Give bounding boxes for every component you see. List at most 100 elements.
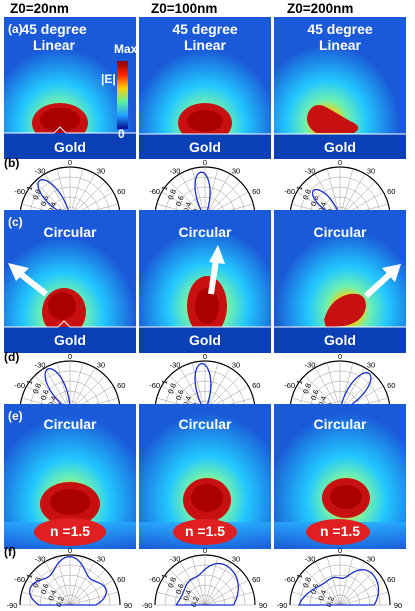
polar-tick-0: 0 [68, 158, 72, 167]
polar-radial-label: 0.8 [166, 188, 178, 201]
polar-tick-m30: -30 [170, 167, 181, 176]
polar-radial-label: 0.4 [181, 589, 193, 602]
substrate-label: n =1.5 [184, 523, 226, 539]
polar-tick-0: 0 [338, 546, 342, 555]
polar-tick-m60: -60 [14, 187, 25, 196]
polar-tick-60: 60 [117, 187, 125, 196]
polar-tick-30: 30 [232, 555, 240, 564]
polar-tick-60: 60 [117, 381, 125, 390]
polar-tick-90: 90 [124, 601, 132, 610]
colorbar-quantity-label: |E| [101, 72, 116, 86]
polarization-line2: Linear [318, 37, 361, 53]
radiation-pattern-curve [339, 372, 372, 413]
panel-label-b: (b) [4, 156, 20, 170]
polarization-label: Circular [313, 224, 367, 240]
column-header-z200: Z0=200nm [287, 1, 354, 16]
panel-label-e: (e) [8, 409, 23, 423]
polar-radial-label: 0.6 [39, 582, 51, 595]
column-header-z20: Z0=20nm [10, 1, 69, 16]
field-map-a2: 45 degree Linear Gold [139, 17, 271, 159]
polar-radial-label: 0.8 [31, 576, 43, 589]
polar-tick-m60: -60 [149, 187, 160, 196]
polarization-line1: 45 degree [21, 21, 87, 37]
panel-label-d: (d) [4, 350, 20, 364]
field-map-e3: Circular n =1.5 [274, 404, 406, 549]
polar-radial-label: 0.8 [31, 382, 43, 395]
polar-tick-30: 30 [97, 167, 105, 176]
polar-radial-label: 0.6 [309, 388, 321, 401]
polar-radial-label: 0.4 [316, 589, 328, 602]
field-map-c1: (c) Circular Gold [4, 210, 136, 353]
substrate-label: Gold [324, 332, 356, 348]
polar-radial-label: 0.6 [39, 194, 51, 207]
polar-tick-60: 60 [387, 381, 395, 390]
polar-tick-30: 30 [367, 167, 375, 176]
polar-tick-m30: -30 [305, 555, 316, 564]
colorbar-max-label: Max [114, 42, 136, 56]
polarization-label: Circular [43, 416, 97, 432]
polar-tick-m90: -90 [277, 601, 288, 610]
polar-tick-m90: -90 [142, 601, 153, 610]
polar-tick-30: 30 [367, 361, 375, 370]
polar-tick-30: 30 [232, 361, 240, 370]
polar-tick-m30: -30 [170, 555, 181, 564]
polar-radial-label: 0.6 [174, 194, 186, 207]
polar-radial-label: 0.8 [301, 576, 313, 589]
polarization-line1: 45 degree [172, 21, 238, 37]
substrate-label: n =1.5 [49, 523, 91, 539]
polar-tick-30: 30 [97, 555, 105, 564]
radiation-pattern-curve [194, 171, 211, 219]
polarization-line2: Linear [183, 37, 226, 53]
polar-tick-m30: -30 [35, 361, 46, 370]
polar-tick-m60: -60 [284, 381, 295, 390]
polar-tick-m30: -30 [305, 167, 316, 176]
polar-tick-m60: -60 [14, 575, 25, 584]
radiation-pattern-curve [28, 556, 107, 606]
polar-tick-m60: -60 [284, 575, 295, 584]
polar-tick-m60: -60 [284, 187, 295, 196]
polar-tick-m30: -30 [35, 555, 46, 564]
polar-tick-0: 0 [68, 546, 72, 555]
colorbar [117, 61, 128, 129]
polar-tick-m30: -30 [35, 167, 46, 176]
panel-label-c: (c) [8, 215, 23, 229]
polar-radial-label: 0.8 [166, 382, 178, 395]
radiation-pattern-curve [37, 179, 71, 219]
polar-tick-0: 0 [203, 158, 207, 167]
substrate-label: n =1.5 [319, 523, 361, 539]
polar-radial-label: 0.8 [301, 382, 313, 395]
radiation-pattern-curve [44, 367, 71, 413]
polar-tick-0: 0 [68, 352, 72, 361]
radiation-pattern-curve [297, 569, 380, 606]
polar-radial-label: 1 [294, 573, 304, 580]
polarization-label: Circular [313, 416, 367, 432]
field-map-a1: (a) 45 degree Linear Gold Max |E| 0 [4, 17, 136, 159]
polar-plot-f3: 0 -30 -60 -90 30 60 90 1 0.8 0.6 0.4 0.2 [274, 546, 406, 610]
polar-tick-m30: -30 [170, 361, 181, 370]
substrate-label: Gold [54, 332, 86, 348]
polar-tick-m60: -60 [149, 575, 160, 584]
polar-tick-m30: -30 [305, 361, 316, 370]
polar-tick-0: 0 [203, 352, 207, 361]
polar-radial-label: 1 [159, 379, 169, 386]
field-map-a3: 45 degree Linear Gold [274, 17, 406, 159]
polar-tick-30: 30 [367, 555, 375, 564]
field-map-e2: Circular n =1.5 [139, 404, 271, 549]
polar-tick-30: 30 [97, 361, 105, 370]
polar-radial-label: 1 [24, 185, 34, 192]
substrate-label: Gold [189, 332, 221, 348]
polar-tick-60: 60 [252, 575, 260, 584]
polar-plot-f1: 0 -30 -60 -90 30 60 90 1 0.8 0.6 0.4 0.2 [4, 546, 136, 610]
polar-tick-m90: -90 [7, 601, 18, 610]
field-map-c3: Circular Gold [274, 210, 406, 353]
polar-tick-60: 60 [252, 187, 260, 196]
polar-tick-60: 60 [387, 575, 395, 584]
polar-radial-label: 0.8 [166, 576, 178, 589]
panel-label-a: (a) [8, 22, 23, 36]
polarization-line2: Linear [32, 37, 75, 53]
polar-tick-m60: -60 [14, 381, 25, 390]
polar-tick-30: 30 [232, 167, 240, 176]
polarization-line1: 45 degree [307, 21, 373, 37]
